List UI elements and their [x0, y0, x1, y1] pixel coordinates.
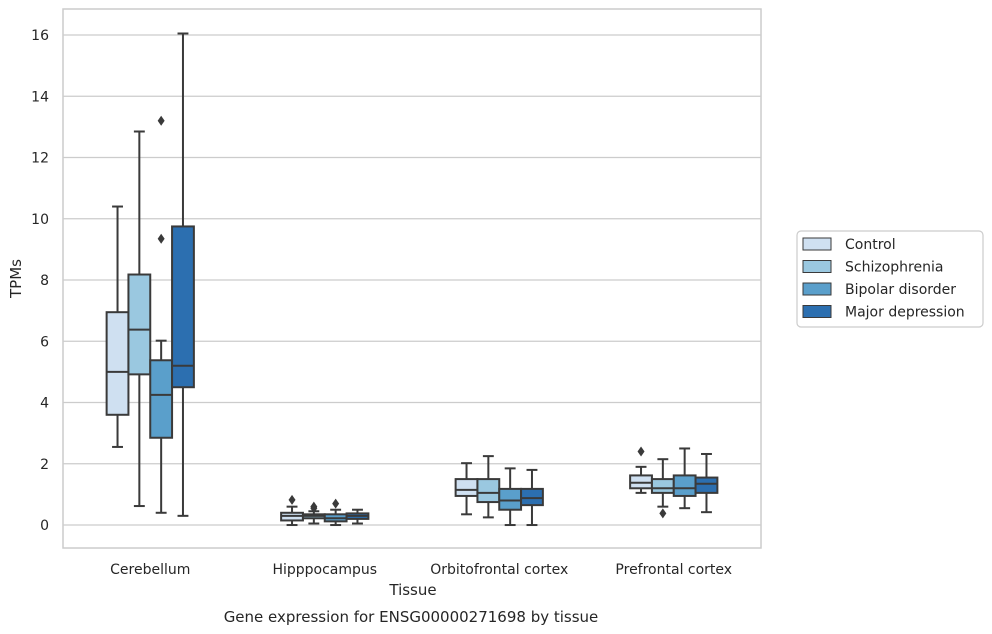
box-schizophrenia-1: [301, 501, 326, 525]
box-control-1: [280, 494, 304, 527]
box-schizophrenia-0: [127, 130, 152, 508]
x-axis-label: Tissue: [388, 581, 436, 599]
outlier-point: [157, 115, 165, 126]
y-tick-label: 12: [31, 151, 49, 167]
x-tick-label: Prefrontal cortex: [615, 562, 732, 578]
legend-swatch: [802, 305, 832, 318]
box-major-depression-3: [694, 452, 719, 514]
legend-swatch: [802, 237, 832, 251]
legend-label: Major depression: [845, 305, 965, 321]
outlier-point: [157, 233, 165, 244]
box-schizophrenia-2: [476, 455, 501, 519]
y-tick-label: 8: [40, 273, 49, 289]
x-tick-label: Hipppocampus: [272, 562, 377, 578]
y-axis-ticks: 0 2 4 6 8 10 12 14 16: [31, 28, 49, 534]
box-major-depression-1: [345, 508, 370, 525]
x-axis-ticks: Cerebellum Hipppocampus Orbitofrontal cort…: [110, 562, 732, 578]
legend-label: Control: [845, 237, 896, 253]
box-iqr: [476, 478, 501, 504]
legend-frame: [796, 230, 984, 328]
box-schizophrenia-3: [650, 458, 675, 519]
y-axis-label: TPMs: [7, 259, 25, 299]
y-tick-label: 14: [31, 89, 49, 105]
chart-caption: Gene expression for ENSG00000271698 by t…: [224, 608, 599, 626]
boxes-layer: [105, 32, 719, 527]
x-tick-label: Cerebellum: [110, 562, 190, 578]
y-tick-label: 2: [40, 457, 49, 473]
y-tick-label: 0: [40, 518, 49, 534]
outlier-point: [288, 494, 296, 505]
box-bipolar-disorder-3: [672, 447, 697, 510]
y-tick-label: 6: [40, 334, 49, 350]
legend-swatch: [802, 282, 832, 296]
box-iqr: [694, 476, 719, 494]
box-iqr: [498, 487, 523, 511]
box-iqr: [454, 478, 479, 497]
y-tick-label: 10: [31, 212, 49, 228]
box-bipolar-disorder-0: [149, 115, 174, 514]
legend: Control Schizophrenia Bipolar disorder Majo…: [796, 230, 984, 328]
box-control-0: [105, 205, 130, 448]
box-iqr: [149, 359, 174, 439]
legend-label: Bipolar disorder: [845, 282, 956, 298]
box-iqr: [520, 487, 544, 507]
box-iqr: [105, 311, 130, 416]
box-iqr: [672, 474, 697, 497]
outlier-point: [659, 508, 667, 519]
box-iqr: [127, 273, 152, 376]
outlier-point: [310, 503, 318, 514]
outlier-point: [637, 446, 645, 457]
box-iqr: [650, 478, 675, 494]
y-tick-label: 16: [31, 28, 49, 44]
outlier-point: [332, 498, 340, 509]
plot-frame: [62, 8, 762, 549]
legend-swatch: [802, 260, 832, 273]
box-major-depression-2: [520, 468, 544, 527]
box-major-depression-0: [171, 32, 195, 517]
legend-label: Schizophrenia: [845, 260, 943, 276]
x-tick-label: Orbitofrontal cortex: [430, 562, 568, 578]
box-iqr: [171, 225, 195, 389]
y-tick-label: 4: [40, 396, 49, 412]
